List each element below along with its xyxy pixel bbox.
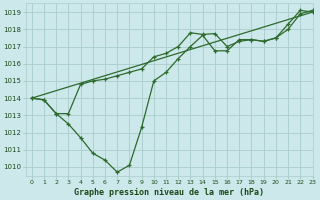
X-axis label: Graphe pression niveau de la mer (hPa): Graphe pression niveau de la mer (hPa) [74, 188, 264, 197]
